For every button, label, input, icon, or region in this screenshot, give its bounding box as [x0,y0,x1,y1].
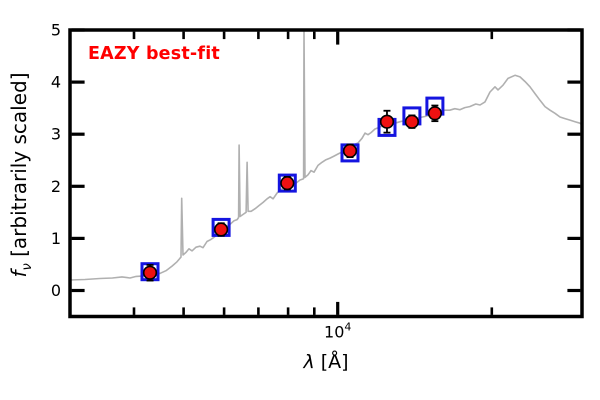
y-tick-label: 2 [51,177,61,196]
x-axis-label: λ [Å] [176,351,476,373]
x-axis-variable: λ [303,351,315,373]
y-axis-label: fν [arbitrarily scaled] [7,25,35,325]
eazy-template-spectrum [70,30,582,281]
observed-photometry-point [142,265,158,280]
y-axis-variable: f [7,270,31,278]
observed-photometry-point [280,176,295,191]
y-axis-unit: [arbitrarily scaled] [7,72,31,264]
y-axis-subscript: ν [20,263,35,271]
observed-photometry-point [379,114,395,129]
best-fit-annotation: EAZY best-fit [88,44,220,64]
y-tick-label: 1 [51,229,61,248]
y-tick-label: 4 [51,73,61,92]
observed-photometry-point [214,222,229,237]
y-tick-label: 3 [51,125,61,144]
x-axis-unit: [Å] [314,351,349,373]
template-photometry-square [277,173,297,193]
axes-spines [68,28,584,319]
x-tick-label: 104 [324,321,351,342]
y-tick-label: 5 [51,21,61,40]
observed-photometry-point [342,143,358,158]
observed-photometry-point [404,114,420,129]
observed-photometry-point [427,106,443,121]
y-tick-label: 0 [51,281,61,300]
